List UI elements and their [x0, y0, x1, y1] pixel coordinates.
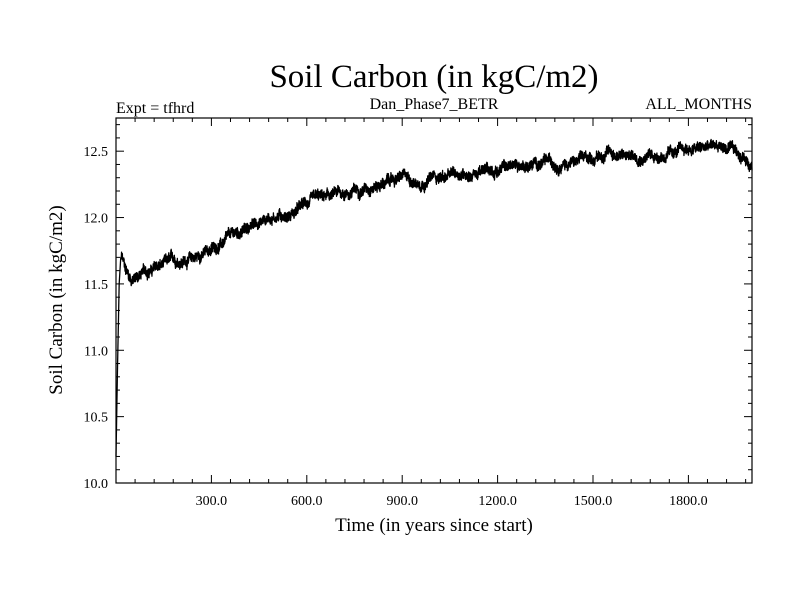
- y-axis-label: Soil Carbon (in kgC/m2): [46, 205, 67, 394]
- y-tick-label: 12.0: [84, 212, 109, 227]
- x-tick-label: 1200.0: [478, 494, 517, 509]
- y-tick-label: 10.0: [84, 477, 109, 492]
- x-tick-label: 900.0: [386, 494, 418, 509]
- subtitle-experiment: Expt = tfhrd: [116, 100, 194, 117]
- data-layer: [115, 138, 753, 457]
- x-axis-label: Time (in years since start): [335, 515, 533, 536]
- x-tick-label: 1500.0: [574, 494, 613, 509]
- subtitle-months: ALL_MONTHS: [645, 96, 752, 113]
- axis-ticks: 10.0 10.5 11.0 11.5 12.0 12.5 300.0 600.0 900.0 1…: [84, 118, 752, 509]
- y-tick-label: 10.5: [84, 411, 109, 426]
- chart-title: Soil Carbon (in kgC/m2): [269, 59, 598, 95]
- x-tick-label: 600.0: [291, 494, 323, 509]
- y-tick-label: 12.5: [84, 145, 109, 160]
- subtitle-run-name: Dan_Phase7_BETR: [370, 96, 499, 113]
- series-line-soil-carbon: [115, 138, 753, 457]
- y-tick-label: 11.5: [84, 278, 108, 293]
- x-tick-label: 300.0: [196, 494, 228, 509]
- y-tick-label: 11.0: [84, 344, 108, 359]
- plot-frame: [115, 117, 753, 484]
- x-tick-label: 1800.0: [669, 494, 708, 509]
